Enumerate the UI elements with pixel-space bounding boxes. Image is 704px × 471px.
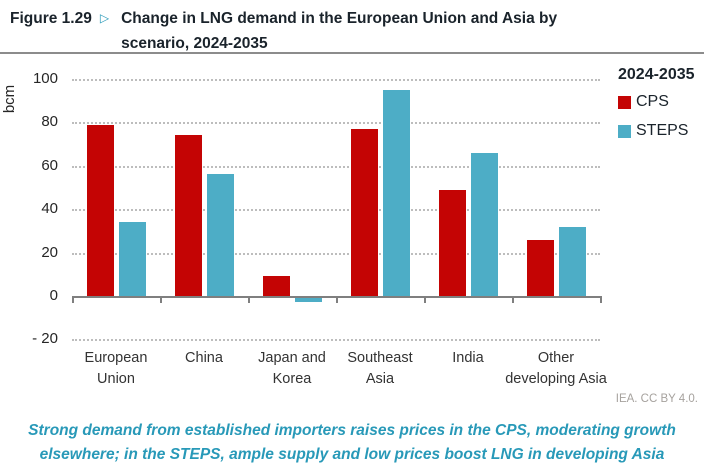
- x-category-label: Japan and Korea: [227, 348, 357, 390]
- gridline: [72, 339, 600, 342]
- bar-steps-4: [382, 89, 410, 296]
- y-tick-label: - 20: [32, 330, 58, 348]
- bar-steps-6: [558, 226, 586, 296]
- x-category-label-line: developing Asia: [505, 371, 607, 387]
- gridline: [72, 79, 600, 81]
- x-category-label-line: Asia: [365, 371, 395, 387]
- header-divider: [0, 52, 704, 54]
- x-category-label-line: Other: [537, 350, 575, 366]
- legend-label-cps: CPS: [636, 93, 669, 110]
- bar-cps-3: [262, 276, 290, 296]
- legend-title: 2024-2035: [618, 66, 695, 83]
- x-axis-line: [72, 296, 602, 298]
- y-tick-label: 20: [41, 243, 58, 261]
- x-category-label-line: Japan and: [258, 350, 326, 366]
- legend-item-steps: STEPS: [618, 122, 695, 140]
- caption-line2: elsewhere; in the STEPS, ample supply an…: [39, 446, 665, 463]
- legend-swatch-steps: [618, 124, 631, 138]
- x-category-label-line: Southeast: [347, 350, 413, 366]
- bar-cps-2: [174, 135, 202, 296]
- gridline: [72, 165, 600, 168]
- gridline: [72, 209, 600, 212]
- gridline: [72, 122, 600, 125]
- x-axis-tick: [248, 298, 250, 303]
- y-tick-label: 60: [41, 156, 58, 174]
- figure-title: Change in LNG demand in the European Uni…: [121, 6, 557, 56]
- x-category-label-line: European: [84, 350, 148, 366]
- bar-cps-4: [350, 128, 378, 296]
- x-category-label-line: India: [452, 350, 484, 366]
- bar-steps-5: [470, 152, 498, 296]
- figure-header: Figure 1.29 ▷ Change in LNG demand in th…: [10, 6, 557, 56]
- figure-title-line1: Change in LNG demand in the European Uni…: [121, 10, 558, 27]
- x-axis-tick: [160, 298, 162, 303]
- x-axis-tick: [600, 298, 602, 303]
- x-category-label-line: Union: [97, 371, 135, 387]
- x-category-label-line: China: [185, 350, 223, 366]
- bar-cps-5: [438, 189, 466, 296]
- x-axis-tick: [512, 298, 514, 303]
- x-category-label: China: [139, 348, 269, 369]
- bar-cps-1: [86, 124, 114, 296]
- y-tick-label: 80: [41, 113, 58, 131]
- legend-item-cps: CPS: [618, 93, 695, 111]
- bar-steps-3: [294, 298, 322, 303]
- legend-items: CPS STEPS: [618, 93, 695, 140]
- x-axis-tick: [424, 298, 426, 303]
- bar-steps-1: [118, 222, 146, 296]
- x-category-label: Southeast Asia: [315, 348, 445, 390]
- x-category-label: European Union: [51, 348, 181, 390]
- x-category-label: Other developing Asia: [491, 348, 621, 390]
- legend-label-steps: STEPS: [636, 122, 689, 139]
- chart-legend: 2024-2035 CPS STEPS: [618, 66, 695, 151]
- figure-caption: Strong demand from established importers…: [0, 419, 704, 467]
- bar-chart: bcm 100 80 60 40 20 0- 20 European Union China Ja…: [0, 60, 704, 395]
- x-axis-tick: [72, 298, 74, 303]
- figure-label: Figure 1.29: [10, 10, 92, 27]
- bar-cps-6: [526, 239, 554, 296]
- attribution-text: IEA. CC BY 4.0.: [615, 393, 698, 405]
- figure-arrow-icon: ▷: [99, 11, 110, 25]
- x-category-label-line: Korea: [272, 371, 312, 387]
- legend-swatch-cps: [618, 95, 631, 109]
- y-tick-label: 0: [49, 287, 58, 304]
- figure-title-line2: scenario, 2024-2035: [121, 35, 268, 52]
- y-tick-label: 100: [32, 70, 58, 87]
- gridline: [72, 252, 600, 255]
- x-category-label: India: [403, 348, 533, 369]
- y-tick-label: 40: [41, 200, 58, 218]
- caption-line1: Strong demand from established importers…: [28, 422, 676, 439]
- x-axis-tick: [336, 298, 338, 303]
- bar-steps-2: [206, 174, 234, 296]
